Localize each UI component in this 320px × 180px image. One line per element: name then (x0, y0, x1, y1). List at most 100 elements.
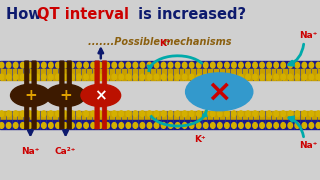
Ellipse shape (98, 62, 102, 68)
Ellipse shape (42, 62, 46, 68)
Ellipse shape (70, 111, 74, 117)
Ellipse shape (218, 74, 222, 80)
Ellipse shape (63, 123, 67, 128)
Ellipse shape (246, 123, 250, 128)
Circle shape (11, 84, 50, 107)
Ellipse shape (147, 111, 152, 117)
Ellipse shape (239, 74, 243, 80)
Ellipse shape (211, 74, 215, 80)
Ellipse shape (20, 111, 25, 117)
Ellipse shape (84, 111, 88, 117)
Ellipse shape (168, 74, 173, 80)
Circle shape (81, 84, 121, 107)
Ellipse shape (295, 123, 300, 128)
Ellipse shape (302, 123, 307, 128)
Ellipse shape (316, 74, 320, 80)
Ellipse shape (253, 123, 257, 128)
Ellipse shape (204, 123, 208, 128)
Ellipse shape (225, 111, 229, 117)
Ellipse shape (161, 62, 166, 68)
Ellipse shape (20, 74, 25, 80)
Ellipse shape (91, 111, 95, 117)
Ellipse shape (295, 62, 300, 68)
Ellipse shape (288, 111, 292, 117)
Ellipse shape (70, 74, 74, 80)
Ellipse shape (218, 123, 222, 128)
Ellipse shape (316, 62, 320, 68)
FancyBboxPatch shape (25, 61, 29, 129)
Text: .......Possible mechanisms: .......Possible mechanisms (88, 37, 232, 47)
Ellipse shape (112, 74, 116, 80)
Ellipse shape (168, 123, 173, 128)
Ellipse shape (77, 123, 81, 128)
Text: How: How (6, 7, 47, 22)
Ellipse shape (28, 74, 32, 80)
Ellipse shape (63, 111, 67, 117)
Circle shape (46, 84, 85, 107)
FancyBboxPatch shape (32, 61, 36, 129)
Ellipse shape (204, 62, 208, 68)
Ellipse shape (49, 62, 53, 68)
Ellipse shape (49, 111, 53, 117)
Text: K⁺: K⁺ (159, 39, 171, 48)
Ellipse shape (175, 74, 180, 80)
Ellipse shape (91, 74, 95, 80)
Ellipse shape (288, 62, 292, 68)
Ellipse shape (6, 111, 11, 117)
Ellipse shape (6, 123, 11, 128)
Ellipse shape (211, 62, 215, 68)
Ellipse shape (91, 123, 95, 128)
Ellipse shape (56, 123, 60, 128)
Ellipse shape (98, 123, 102, 128)
Ellipse shape (105, 74, 109, 80)
Ellipse shape (140, 111, 145, 117)
Ellipse shape (133, 74, 138, 80)
Ellipse shape (154, 111, 159, 117)
Ellipse shape (288, 74, 292, 80)
FancyBboxPatch shape (95, 61, 99, 129)
Ellipse shape (105, 62, 109, 68)
FancyBboxPatch shape (60, 61, 64, 129)
Ellipse shape (28, 111, 32, 117)
Ellipse shape (175, 62, 180, 68)
Ellipse shape (6, 62, 11, 68)
Ellipse shape (260, 62, 264, 68)
Text: +: + (24, 88, 37, 103)
Ellipse shape (196, 111, 201, 117)
Ellipse shape (84, 123, 88, 128)
Ellipse shape (281, 123, 285, 128)
Ellipse shape (189, 62, 194, 68)
Ellipse shape (239, 123, 243, 128)
Ellipse shape (13, 74, 18, 80)
Ellipse shape (189, 111, 194, 117)
Text: +: + (59, 88, 72, 103)
Text: Na⁺: Na⁺ (299, 141, 317, 150)
Ellipse shape (0, 62, 4, 68)
Ellipse shape (302, 111, 307, 117)
Ellipse shape (140, 123, 145, 128)
Ellipse shape (126, 74, 131, 80)
Ellipse shape (147, 123, 152, 128)
Ellipse shape (77, 74, 81, 80)
Ellipse shape (0, 123, 4, 128)
Ellipse shape (35, 62, 39, 68)
Ellipse shape (35, 74, 39, 80)
Ellipse shape (161, 111, 166, 117)
Ellipse shape (225, 123, 229, 128)
Ellipse shape (119, 62, 124, 68)
Ellipse shape (204, 74, 208, 80)
Ellipse shape (196, 62, 201, 68)
Ellipse shape (133, 62, 138, 68)
Ellipse shape (133, 123, 138, 128)
Ellipse shape (267, 74, 271, 80)
Ellipse shape (161, 74, 166, 80)
Ellipse shape (218, 62, 222, 68)
Ellipse shape (28, 123, 32, 128)
Ellipse shape (77, 62, 81, 68)
Ellipse shape (274, 123, 278, 128)
Ellipse shape (105, 123, 109, 128)
Ellipse shape (225, 74, 229, 80)
Ellipse shape (13, 123, 18, 128)
Ellipse shape (260, 123, 264, 128)
Ellipse shape (218, 111, 222, 117)
